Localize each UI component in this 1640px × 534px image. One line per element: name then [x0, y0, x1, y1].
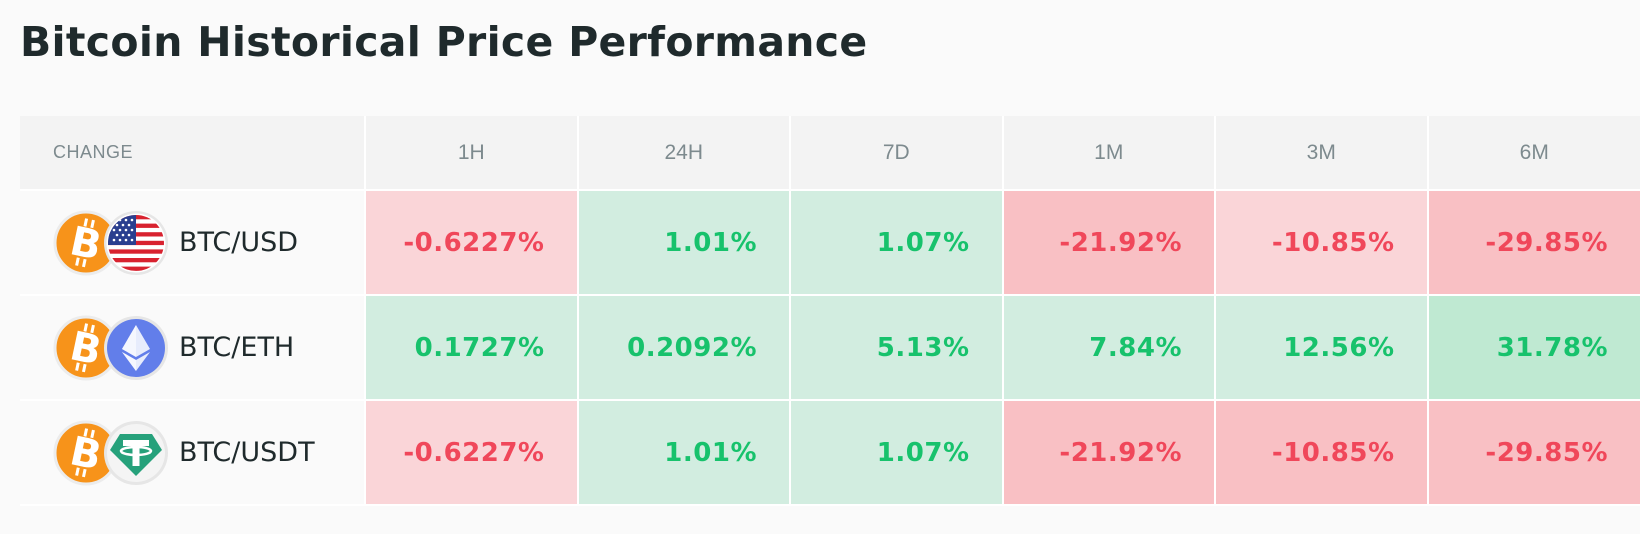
pair-label: BTC/USDT: [179, 437, 315, 468]
pair-label: BTC/ETH: [179, 332, 295, 363]
change-cell-6m: 31.78%: [1426, 295, 1640, 401]
change-cell-24h: 0.2092%: [576, 295, 790, 401]
change-cell-3m: -10.85%: [1214, 400, 1428, 506]
change-cell-3m: -10.85%: [1214, 190, 1428, 296]
table-row: B: [20, 400, 1640, 506]
change-cell-1h: 0.1727%: [364, 295, 578, 401]
change-cell-7d: 5.13%: [789, 295, 1003, 401]
change-cell-3m: 12.56%: [1214, 295, 1428, 401]
change-cell-6m: -29.85%: [1426, 400, 1640, 506]
price-performance-table: CHANGE 1H 24H 7D 1M 3M 6M B: [20, 116, 1640, 506]
tether-icon: [103, 420, 169, 486]
change-cell-7d: 1.07%: [789, 190, 1003, 296]
header-1m: 1M: [1001, 116, 1215, 191]
pair-cell: B: [20, 190, 365, 296]
header-6m: 6M: [1426, 116, 1640, 191]
header-24h: 24H: [576, 116, 790, 191]
header-3m: 3M: [1214, 116, 1428, 191]
bitcoin-icon: B: [53, 315, 119, 381]
header-1h: 1H: [364, 116, 578, 191]
change-cell-1h: -0.6227%: [364, 400, 578, 506]
us-flag-icon: [103, 210, 169, 276]
pair-cell: B: [20, 295, 365, 401]
bitcoin-icon: B: [53, 210, 119, 276]
page-title: Bitcoin Historical Price Performance: [20, 18, 868, 66]
pair-label: BTC/USD: [179, 227, 299, 258]
change-cell-24h: 1.01%: [576, 400, 790, 506]
change-cell-1m: 7.84%: [1001, 295, 1215, 401]
table-row: B: [20, 295, 1640, 401]
pair-cell: B: [20, 400, 365, 506]
change-cell-1h: -0.6227%: [364, 190, 578, 296]
change-cell-24h: 1.01%: [576, 190, 790, 296]
change-cell-6m: -29.85%: [1426, 190, 1640, 296]
bitcoin-icon: B: [53, 420, 119, 486]
change-cell-1m: -21.92%: [1001, 400, 1215, 506]
header-change: CHANGE: [20, 116, 365, 191]
table-row: B: [20, 190, 1640, 296]
change-cell-1m: -21.92%: [1001, 190, 1215, 296]
ethereum-icon: [103, 315, 169, 381]
change-cell-7d: 1.07%: [789, 400, 1003, 506]
header-7d: 7D: [789, 116, 1003, 191]
table-header-row: CHANGE 1H 24H 7D 1M 3M 6M: [20, 116, 1640, 191]
